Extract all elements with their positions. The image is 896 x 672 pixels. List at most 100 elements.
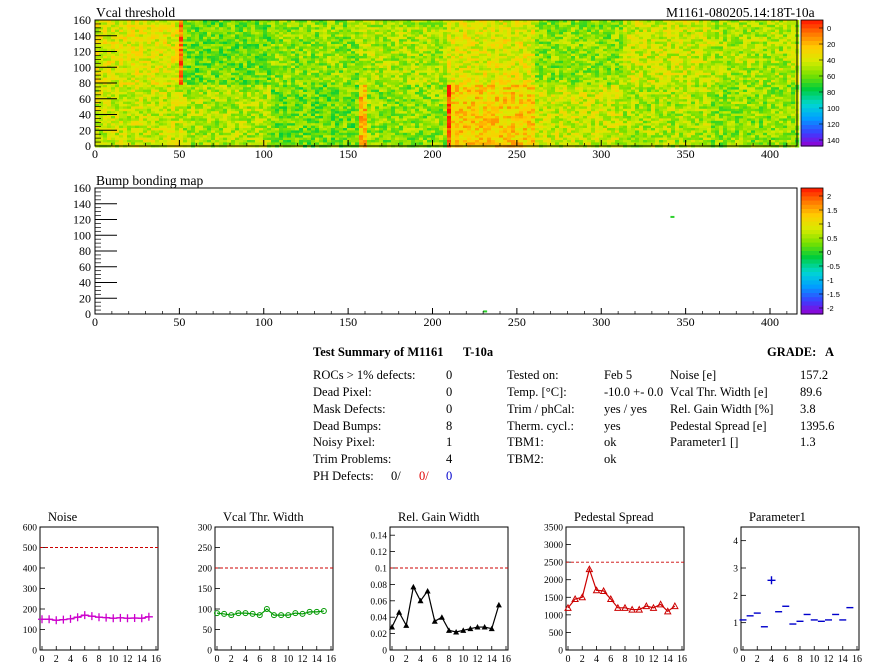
heat-cell (187, 29, 192, 33)
heat-cell (307, 111, 312, 114)
heat-cell (343, 135, 348, 138)
heat-cell (391, 39, 396, 42)
heat-cell (323, 140, 328, 143)
heat-cell (363, 39, 368, 42)
heat-cell (291, 65, 296, 69)
heat-cell (383, 63, 388, 66)
heat-cell (327, 60, 332, 64)
heat-cell (331, 36, 336, 40)
heat-cell (151, 36, 156, 40)
heat-cell (259, 116, 264, 119)
heat-cell (223, 34, 228, 38)
heat-cell (195, 41, 200, 45)
heat-cell (311, 48, 316, 52)
heat-cell (395, 75, 400, 78)
heat-cell (339, 68, 344, 71)
heat-cell (327, 120, 332, 124)
heat-cell (271, 60, 276, 64)
heat-cell (147, 70, 152, 74)
heat-cell (267, 106, 272, 110)
heat-cell (355, 36, 360, 40)
heat-cell (159, 58, 164, 62)
heat-cell (263, 92, 268, 95)
heat-cell (287, 128, 292, 131)
heat-cell (235, 130, 240, 134)
heat-cell (435, 44, 440, 47)
heat-cell (163, 113, 168, 117)
heat-cell (215, 120, 220, 124)
heat-cell (423, 65, 428, 69)
heat-cell (147, 41, 152, 45)
heat-cell (391, 58, 396, 62)
heat-cell (255, 51, 260, 54)
heat-cell (431, 44, 436, 47)
heat-cell (311, 130, 316, 134)
heat-cell (279, 137, 284, 141)
heat-cell (423, 72, 428, 76)
heat-cell (115, 87, 120, 90)
heat-cell (203, 135, 208, 138)
heat-cell (403, 60, 408, 64)
heat-cell (199, 125, 204, 129)
heat-cell (303, 89, 308, 93)
heat-cell (271, 132, 276, 136)
heat-cell (363, 58, 368, 62)
heat-cell (355, 53, 360, 57)
heat-cell (107, 20, 112, 23)
heat-cell (383, 75, 388, 78)
heat-cell (383, 92, 388, 95)
heat-cell (271, 140, 276, 143)
heat-cell (107, 27, 112, 30)
heat-cell (403, 82, 408, 86)
heat-cell (323, 130, 328, 134)
heat-cell (147, 89, 152, 93)
heat-cell (207, 125, 212, 129)
heat-cell (251, 111, 256, 114)
heat-cell (271, 39, 276, 42)
heat-cell (415, 106, 420, 110)
heat-cell (295, 70, 300, 74)
heat-cell (115, 75, 120, 78)
heat-cell (435, 20, 440, 23)
heat-cell (435, 130, 440, 134)
heat-cell (439, 22, 444, 26)
heat-cell (227, 94, 232, 98)
heat-cell (363, 96, 368, 100)
heat-cell (239, 132, 244, 136)
heat-cell (323, 132, 328, 136)
heat-cell (99, 142, 104, 146)
heat-cell (327, 27, 332, 30)
heat-cell (115, 29, 120, 33)
heat-cell (211, 111, 216, 114)
heat-cell (439, 29, 444, 33)
heat-cell (103, 89, 108, 93)
heat-cell (171, 89, 176, 93)
heat-cell (203, 99, 208, 102)
heat-cell (267, 132, 272, 136)
heat-cell (339, 123, 344, 126)
heat-cell (203, 113, 208, 117)
heat-cell (467, 94, 472, 98)
heat-cell (387, 56, 392, 59)
heat-cell (323, 44, 328, 47)
heat-cell (407, 130, 412, 134)
heat-cell (287, 101, 292, 105)
heat-cell (115, 118, 120, 122)
heat-cell (163, 34, 168, 38)
heat-cell (363, 120, 368, 124)
heat-cell (451, 128, 456, 131)
heat-cell (391, 118, 396, 122)
heat-cell (359, 29, 364, 33)
heat-cell (415, 96, 420, 100)
heat-cell (395, 24, 400, 28)
heat-cell (327, 132, 332, 136)
heat-cell (391, 63, 396, 66)
heat-cell (143, 32, 148, 35)
heat-cell (259, 65, 264, 69)
heat-cell (407, 92, 412, 95)
heat-cell (363, 101, 368, 105)
heat-cell (103, 92, 108, 95)
heat-cell (339, 132, 344, 136)
heat-cell (119, 142, 124, 146)
heat-cell (407, 99, 412, 102)
